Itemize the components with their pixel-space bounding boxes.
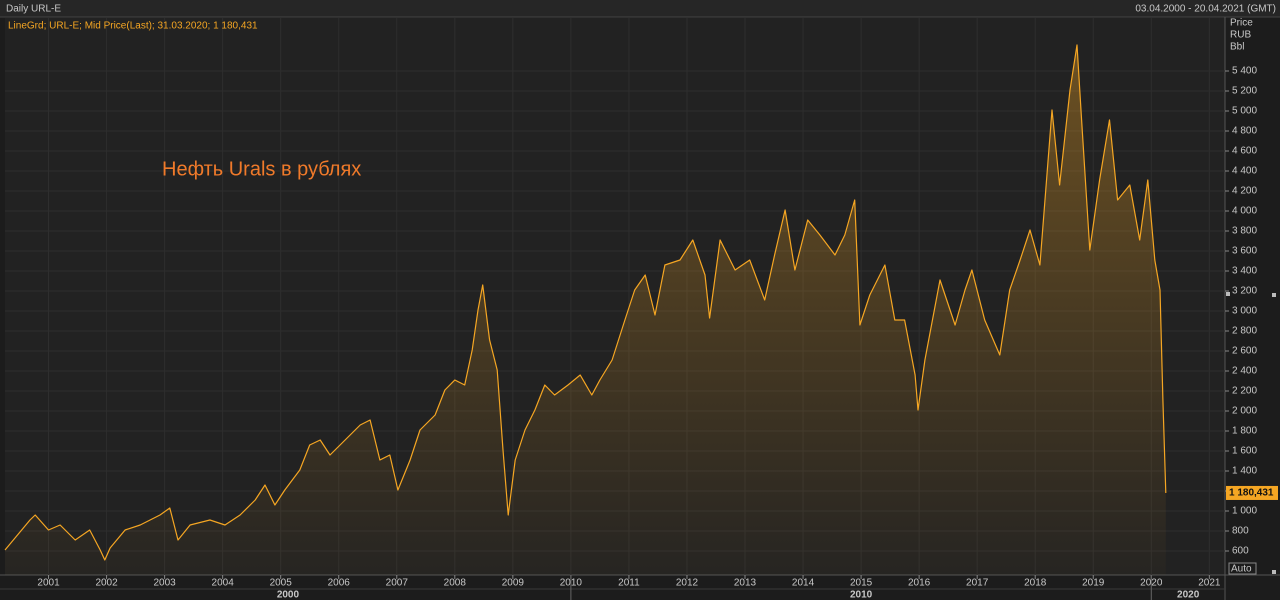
y-tick-label: 5 200 <box>1232 86 1257 97</box>
area-fill <box>5 45 1166 575</box>
axis-handle[interactable] <box>1272 293 1276 297</box>
x-tick-label: 2009 <box>502 578 525 589</box>
y-tick-label: 2 400 <box>1232 366 1257 377</box>
header-title: Daily URL-E <box>6 4 61 15</box>
y-tick-label: 1 600 <box>1232 446 1257 457</box>
y-tick-label: 2 000 <box>1232 406 1257 417</box>
y-tick-label: 600 <box>1232 546 1249 557</box>
y-tick-label: 3 600 <box>1232 246 1257 257</box>
decade-label: 2010 <box>850 590 873 600</box>
y-unit-label: Price <box>1230 18 1253 29</box>
x-tick-label: 2017 <box>966 578 989 589</box>
x-tick-label: 2001 <box>37 578 60 589</box>
y-tick-label: 4 000 <box>1232 206 1257 217</box>
axis-handle[interactable] <box>1226 292 1230 296</box>
price-line <box>4 44 1167 561</box>
x-tick-label: 2018 <box>1024 578 1047 589</box>
x-tick-label: 2013 <box>734 578 757 589</box>
annotation: Нефть Urals в рублях <box>162 158 361 180</box>
x-tick-label: 2005 <box>270 578 293 589</box>
y-tick-label: 3 400 <box>1232 266 1257 277</box>
header-bar <box>0 0 1280 17</box>
x-tick-label: 2019 <box>1082 578 1105 589</box>
x-tick-label: 2015 <box>850 578 873 589</box>
y-tick-label: 4 200 <box>1232 186 1257 197</box>
x-tick-label: 2012 <box>676 578 699 589</box>
y-tick-label: 2 600 <box>1232 346 1257 357</box>
y-tick-label: 1 400 <box>1232 466 1257 477</box>
y-tick-label: 4 600 <box>1232 146 1257 157</box>
x-tick-label: 2003 <box>153 578 176 589</box>
axis-mode[interactable]: Auto <box>1231 564 1252 575</box>
y-tick-label: 4 800 <box>1232 126 1257 137</box>
y-unit-label: Bbl <box>1230 42 1244 53</box>
x-tick-label: 2011 <box>618 578 640 589</box>
x-tick-label: 2004 <box>212 578 235 589</box>
y-tick-label: 800 <box>1232 526 1249 537</box>
x-tick-label: 2008 <box>444 578 467 589</box>
y-tick-label: 1 800 <box>1232 426 1257 437</box>
x-tick-label: 2021 <box>1198 578 1221 589</box>
decade-label: 2020 <box>1177 590 1200 600</box>
x-tick-label: 2002 <box>95 578 118 589</box>
y-tick-label: 3 200 <box>1232 286 1257 297</box>
y-tick-label: 4 400 <box>1232 166 1257 177</box>
decade-label: 2000 <box>277 590 300 600</box>
legend-entry: LineGrd; URL-E; Mid Price(Last); 31.03.2… <box>8 21 258 32</box>
y-tick-label: 3 000 <box>1232 306 1257 317</box>
x-tick-label: 2016 <box>908 578 931 589</box>
axis-mode-box[interactable] <box>1228 562 1257 575</box>
last-value-label: 1 180,431 <box>1229 488 1274 499</box>
y-tick-label: 3 800 <box>1232 226 1257 237</box>
last-value-box <box>1226 485 1278 500</box>
y-unit-label: RUB <box>1230 30 1251 41</box>
x-tick-label: 2006 <box>328 578 351 589</box>
header-range: 03.04.2000 - 20.04.2021 (GMT) <box>1135 4 1276 15</box>
x-tick-label: 2014 <box>792 578 815 589</box>
y-tick-label: 5 400 <box>1232 66 1257 77</box>
y-tick-label: 2 800 <box>1232 326 1257 337</box>
x-tick-label: 2007 <box>386 578 409 589</box>
axis-handle[interactable] <box>1272 570 1276 574</box>
y-tick-label: 2 200 <box>1232 386 1257 397</box>
y-tick-label: 5 000 <box>1232 106 1257 117</box>
y-tick-label: 1 000 <box>1232 506 1257 517</box>
